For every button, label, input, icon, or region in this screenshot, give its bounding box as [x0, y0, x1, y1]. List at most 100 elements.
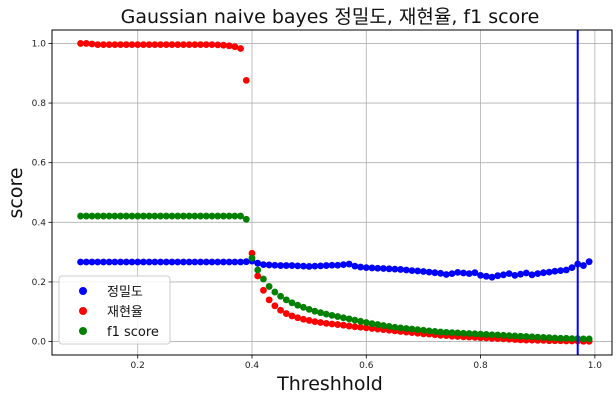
data-point [425, 268, 433, 276]
data-point [414, 267, 422, 275]
data-point [357, 263, 364, 271]
data-point [202, 258, 210, 266]
data-point [340, 314, 347, 322]
data-point [105, 258, 113, 266]
data-point [294, 262, 302, 270]
data-point [94, 41, 102, 49]
data-point [117, 258, 124, 266]
y-tick-label: 0.0 [32, 338, 47, 348]
legend-entry: f1 score [107, 325, 159, 340]
data-point [454, 269, 462, 276]
data-point [202, 212, 210, 220]
data-point [288, 299, 296, 307]
data-point [442, 271, 450, 278]
data-point [260, 275, 267, 283]
data-point [242, 215, 250, 223]
data-point [77, 40, 84, 47]
data-point [528, 271, 536, 279]
data-point [185, 41, 193, 49]
data-point [180, 258, 187, 266]
data-point [585, 335, 593, 343]
data-point [111, 258, 119, 266]
data-point [368, 264, 376, 272]
data-point [231, 258, 239, 266]
data-point [140, 258, 147, 266]
data-point [305, 305, 313, 313]
data-point [82, 212, 90, 220]
data-point [122, 212, 130, 220]
data-point [134, 258, 142, 266]
data-point [277, 292, 284, 300]
data-point [580, 335, 587, 343]
data-point [214, 212, 222, 220]
data-point [477, 330, 484, 338]
data-point [162, 41, 170, 49]
data-point [168, 41, 176, 49]
data-point [145, 212, 153, 220]
data-point [220, 212, 227, 220]
data-point [277, 262, 284, 269]
data-point [254, 272, 262, 280]
data-point [351, 316, 359, 324]
data-point [265, 296, 273, 304]
data-point [522, 333, 530, 340]
data-point [151, 212, 159, 220]
data-point [351, 323, 359, 331]
data-point [180, 41, 187, 49]
data-point [185, 212, 193, 220]
data-point [300, 303, 307, 311]
data-point [254, 266, 262, 274]
data-point [100, 212, 107, 220]
data-point [151, 258, 159, 266]
data-point [140, 212, 147, 220]
data-point [511, 332, 519, 340]
series-0 [77, 257, 593, 281]
data-point [271, 302, 279, 310]
data-point [225, 212, 233, 220]
data-point [311, 262, 319, 270]
data-point [77, 212, 84, 220]
data-point [328, 320, 336, 328]
data-point [151, 41, 159, 49]
data-point [157, 212, 164, 220]
data-point [402, 266, 410, 274]
data-point [82, 40, 90, 47]
data-point [357, 323, 364, 331]
data-point [88, 212, 96, 220]
y-tick-label: 1.0 [32, 39, 47, 49]
data-point [351, 262, 359, 270]
data-point [157, 258, 164, 266]
data-point [385, 265, 393, 273]
chart-title: Gaussian naive bayes 정밀도, 재현율, f1 score [121, 6, 540, 28]
data-point [128, 41, 136, 49]
plot-frame [51, 29, 613, 356]
x-tick-label: 1.0 [588, 361, 603, 371]
data-point [122, 258, 130, 266]
data-point [357, 317, 364, 325]
data-point [220, 258, 227, 266]
data-point [374, 321, 382, 328]
data-point [197, 258, 204, 266]
grid-lines [52, 30, 612, 355]
data-point [311, 318, 319, 326]
data-point [208, 41, 216, 49]
y-tick-label: 0.6 [32, 159, 47, 169]
legend-marker [79, 287, 87, 295]
data-point [551, 267, 559, 275]
legend-entry: 재현율 [107, 305, 143, 320]
data-point [545, 268, 553, 276]
data-point [340, 261, 347, 269]
data-point [117, 41, 124, 49]
y-tick-label: 0.8 [32, 99, 47, 109]
data-point [362, 319, 370, 326]
data-point [551, 334, 559, 342]
data-point [157, 41, 164, 49]
data-point [317, 319, 324, 326]
data-point [265, 283, 273, 290]
data-point [408, 267, 416, 275]
data-point [254, 259, 262, 267]
data-point [545, 334, 553, 342]
data-point [465, 270, 473, 278]
data-point [100, 258, 107, 266]
